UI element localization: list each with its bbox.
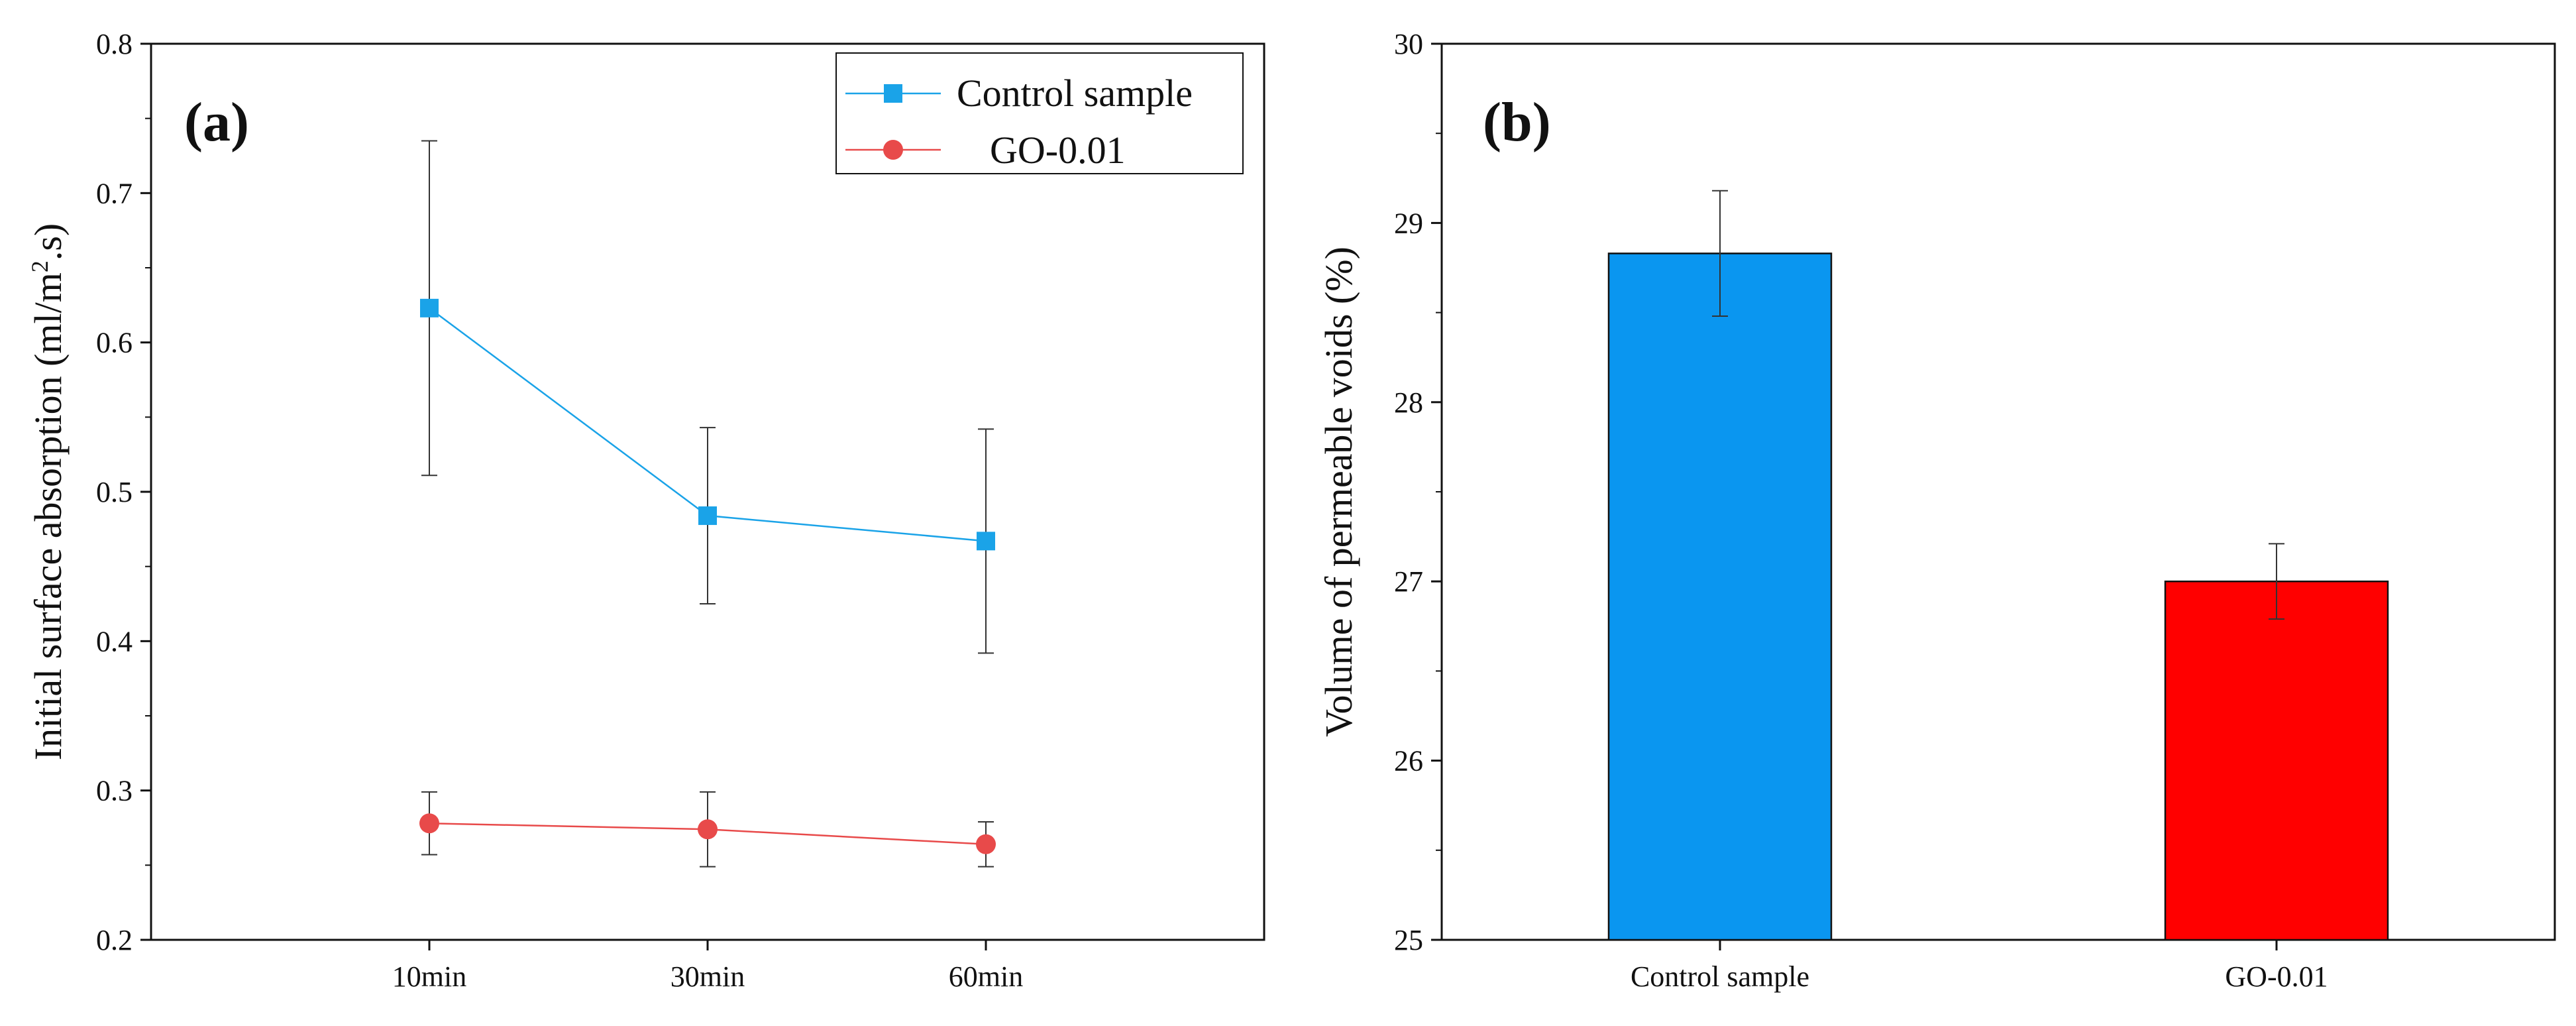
panel-b-bars-layer bbox=[1607, 190, 2389, 941]
point-go-0-01 bbox=[698, 819, 718, 840]
panel-a-y-axis-title-superscript: 2 bbox=[27, 260, 53, 272]
point-control-sample bbox=[698, 506, 717, 526]
panel-b-bar-chart: 25 26 27 28 29 30 Control sample GO-0.01 (b) V… bbox=[1317, 28, 2556, 993]
legend-marker-control-sample bbox=[884, 84, 902, 103]
panel-a-y-tick-label: 0.8 bbox=[96, 28, 133, 60]
panel-a-x-tick-label: 60min bbox=[949, 960, 1023, 993]
panel-a-y-tick-label: 0.2 bbox=[96, 924, 133, 956]
panel-b-y-tick-label: 27 bbox=[1394, 565, 1423, 598]
point-go-0-01 bbox=[976, 834, 996, 854]
panel-a-y-tick-label: 0.6 bbox=[96, 327, 133, 359]
panel-a-y-axis-title: Initial surface absorption (ml/m2.s) bbox=[27, 223, 70, 760]
bar-control-sample bbox=[1607, 253, 1833, 941]
panel-a-y-tick-label: 0.4 bbox=[96, 625, 133, 657]
panel-a-x-tick-label: 10min bbox=[392, 960, 466, 993]
point-control-sample bbox=[420, 298, 439, 317]
panel-a-line-chart: 0.2 0.3 0.4 0.5 0.6 0.7 0.8 10min 30min 60min (a… bbox=[27, 28, 1265, 993]
panel-b-label: (b) bbox=[1483, 91, 1551, 153]
panel-a-x-tick-label: 30min bbox=[671, 960, 745, 993]
panel-a-y-tick-label: 0.3 bbox=[96, 775, 133, 807]
panel-b-x-axis: Control sample GO-0.01 bbox=[1631, 940, 2328, 993]
legend-label-control-sample: Control sample bbox=[957, 72, 1193, 115]
panel-b-y-axis: 25 26 27 28 29 30 bbox=[1394, 28, 1442, 956]
panel-a-series-layer bbox=[419, 140, 996, 868]
panel-a-label: (a) bbox=[184, 91, 249, 153]
panel-b-y-tick-label: 25 bbox=[1394, 924, 1423, 956]
panel-b-y-tick-label: 28 bbox=[1394, 386, 1423, 419]
series-control-sample bbox=[420, 140, 995, 654]
bar-go-0-01 bbox=[2164, 580, 2389, 941]
series-go-0-01 bbox=[419, 791, 996, 868]
panel-b-y-tick-label: 26 bbox=[1394, 745, 1423, 777]
point-control-sample bbox=[977, 532, 995, 551]
panel-a-y-tick-label: 0.7 bbox=[96, 177, 133, 209]
panel-a-y-axis: 0.2 0.3 0.4 0.5 0.6 0.7 0.8 bbox=[96, 28, 151, 956]
panel-b-y-axis-title: Volume of permeable voids (%) bbox=[1317, 247, 1360, 737]
panel-b-x-tick-label: Control sample bbox=[1631, 960, 1809, 993]
legend-box bbox=[835, 52, 1244, 174]
panel-b-y-tick-label: 29 bbox=[1394, 207, 1423, 239]
legend-entry-control-sample: Control sample bbox=[845, 72, 1193, 115]
panel-a-x-axis: 10min 30min 60min bbox=[392, 940, 1023, 993]
panel-b-y-tick-label: 30 bbox=[1394, 28, 1423, 60]
panel-b-x-tick-label: GO-0.01 bbox=[2225, 960, 2328, 993]
legend-label-go-0-01: GO-0.01 bbox=[990, 129, 1126, 172]
panel-a-y-axis-title-main: Initial surface absorption (ml/m bbox=[27, 272, 70, 760]
legend-entry-go-0-01: GO-0.01 bbox=[845, 129, 1126, 172]
panel-a-legend: Control sample GO-0.01 bbox=[835, 52, 1244, 174]
point-go-0-01 bbox=[419, 813, 439, 834]
legend-marker-go-0-01 bbox=[883, 140, 903, 160]
panel-a-y-axis-title-tail: .s) bbox=[27, 223, 70, 260]
panel-a-y-tick-label: 0.5 bbox=[96, 476, 133, 508]
